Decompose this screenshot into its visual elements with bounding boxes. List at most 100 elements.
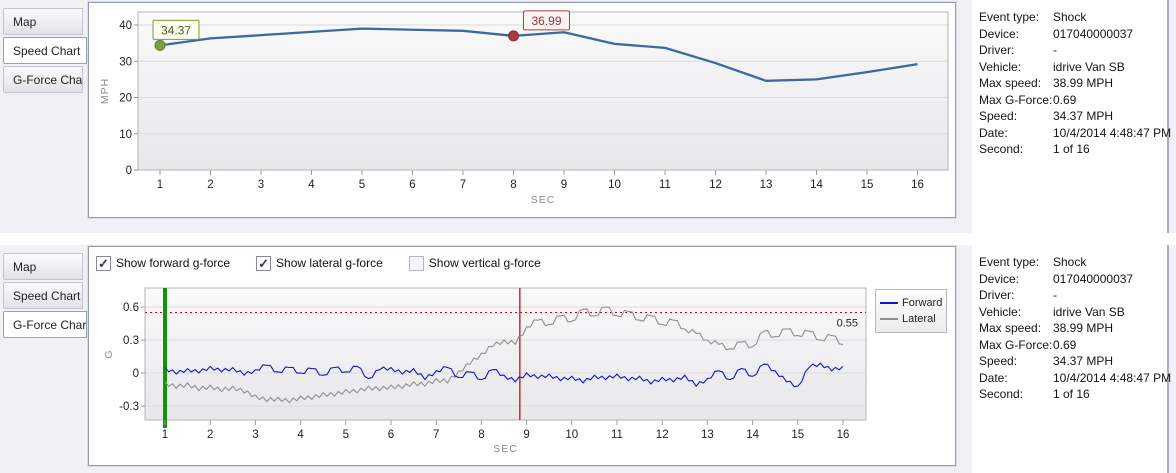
info-row: Vehicle: idrive Van SB bbox=[979, 304, 1167, 321]
info-row: Date: 10/4/2014 4:48:47 PM bbox=[979, 125, 1171, 142]
info-row: Device: 017040000037 bbox=[979, 26, 1167, 43]
gforce-chart-svg[interactable]: 0.551 2 3 4 5 6 7 8 9 10 11 12 13 14 15 16SEC-0.300.30.… bbox=[92, 276, 952, 458]
info-value: 10/4/2014 4:48:47 PM bbox=[1053, 125, 1172, 140]
svg-text:9: 9 bbox=[523, 429, 529, 441]
info-label: Date: bbox=[979, 125, 1008, 140]
lateral-gforce-line[interactable] bbox=[164, 306, 844, 404]
gforce-chart-panel: Map Speed Chart G-Force Chart ✓ Show for… bbox=[0, 245, 1176, 473]
svg-text:9: 9 bbox=[561, 179, 567, 191]
info-value: - bbox=[1053, 288, 1057, 302]
info-row: Speed: 34.37 MPH bbox=[979, 108, 1167, 125]
checkbox-label: Show lateral g-force bbox=[276, 256, 383, 270]
info-value: 38.99 MPH bbox=[1053, 76, 1114, 90]
show-lateral-gforce-checkbox[interactable]: ✓ Show lateral g-force bbox=[256, 255, 383, 271]
info-value: 34.37 MPH bbox=[1053, 354, 1114, 368]
info-label: Max G-Force: bbox=[979, 92, 1053, 107]
info-label: Event type: bbox=[979, 10, 1040, 24]
checkbox-icon[interactable]: ✓ bbox=[96, 255, 111, 271]
svg-text:1: 1 bbox=[162, 429, 168, 441]
info-row: Date: 10/4/2014 4:48:47 PM bbox=[979, 370, 1171, 387]
show-forward-gforce-checkbox[interactable]: ✓ Show forward g-force bbox=[96, 255, 231, 271]
info-label: Max G-Force: bbox=[979, 337, 1053, 352]
speed-line[interactable] bbox=[159, 27, 918, 82]
info-value: 017040000037 bbox=[1053, 271, 1134, 286]
info-value: idrive Van SB bbox=[1053, 59, 1125, 74]
info-value: 017040000037 bbox=[1053, 26, 1134, 41]
info-label: Date: bbox=[979, 370, 1008, 385]
tab-map[interactable]: Map bbox=[3, 8, 83, 35]
tab-column-bottom: Map Speed Chart G-Force Chart bbox=[0, 245, 87, 473]
checkbox-label: Show forward g-force bbox=[116, 256, 231, 270]
svg-text:G: G bbox=[103, 349, 115, 358]
svg-text:0.3: 0.3 bbox=[123, 335, 139, 347]
info-row: Vehicle: idrive Van SB bbox=[979, 59, 1167, 76]
info-value: 10/4/2014 4:48:47 PM bbox=[1053, 370, 1172, 385]
svg-text:5: 5 bbox=[359, 179, 365, 191]
info-label: Driver: bbox=[979, 288, 1015, 302]
info-value: Shock bbox=[1053, 10, 1087, 24]
svg-text:SEC: SEC bbox=[531, 194, 556, 206]
tab-speed-chart[interactable]: Speed Chart bbox=[3, 37, 87, 64]
svg-text:30: 30 bbox=[119, 56, 132, 68]
info-label: Second: bbox=[979, 142, 1024, 156]
checkbox-label: Show vertical g-force bbox=[428, 256, 541, 270]
info-value: Shock bbox=[1053, 255, 1087, 269]
svg-text:10: 10 bbox=[119, 129, 132, 141]
tab-map[interactable]: Map bbox=[3, 253, 83, 280]
svg-text:6: 6 bbox=[388, 429, 394, 441]
info-value: idrive Van SB bbox=[1053, 304, 1125, 319]
data-point-marker[interactable] bbox=[154, 39, 166, 51]
show-vertical-gforce-checkbox[interactable]: Show vertical g-force bbox=[408, 255, 541, 271]
svg-text:13: 13 bbox=[701, 429, 714, 441]
info-value: - bbox=[1053, 43, 1057, 57]
checkbox-icon[interactable] bbox=[408, 255, 424, 271]
info-row: Event type: Shock bbox=[979, 9, 1167, 26]
svg-text:6: 6 bbox=[409, 179, 415, 191]
svg-text:11: 11 bbox=[659, 179, 671, 191]
legend-line-swatch bbox=[880, 302, 898, 304]
data-point-marker[interactable] bbox=[508, 30, 519, 42]
svg-text:0: 0 bbox=[133, 368, 139, 380]
svg-text:13: 13 bbox=[760, 179, 773, 191]
tab-speed-chart[interactable]: Speed Chart bbox=[3, 282, 83, 309]
svg-text:SEC: SEC bbox=[493, 443, 518, 455]
svg-text:4: 4 bbox=[308, 179, 315, 191]
tab-gforce-chart[interactable]: G-Force Chart bbox=[3, 66, 83, 93]
tab-column-top: Map Speed Chart G-Force Chart bbox=[0, 0, 87, 233]
svg-text:10: 10 bbox=[608, 179, 621, 191]
svg-text:15: 15 bbox=[861, 179, 874, 191]
svg-text:2: 2 bbox=[207, 429, 213, 441]
value-callout-text: 34.37 bbox=[161, 23, 191, 37]
svg-text:7: 7 bbox=[460, 179, 466, 191]
forward-gforce-line[interactable] bbox=[164, 362, 844, 388]
svg-text:16: 16 bbox=[837, 429, 850, 441]
svg-text:15: 15 bbox=[791, 429, 804, 441]
info-row: Max speed: 38.99 MPH bbox=[979, 75, 1167, 92]
speed-chart-panel: Map Speed Chart G-Force Chart 0 10 20 30 40 1… bbox=[0, 0, 1176, 233]
info-row: Max G-Force: 0.69 bbox=[979, 337, 1167, 354]
info-label: Max speed: bbox=[979, 76, 1042, 90]
value-callout bbox=[152, 19, 200, 40]
info-label: Speed: bbox=[979, 354, 1018, 368]
svg-text:14: 14 bbox=[746, 429, 759, 441]
svg-text:11: 11 bbox=[611, 429, 623, 441]
info-row: Second: 1 of 16 bbox=[979, 141, 1167, 158]
value-callout bbox=[523, 10, 570, 31]
svg-text:8: 8 bbox=[478, 429, 484, 441]
gforce-legend: Forward Lateral bbox=[875, 289, 947, 333]
info-row: Driver: - bbox=[979, 42, 1167, 59]
checkbox-icon[interactable]: ✓ bbox=[256, 255, 272, 271]
info-value: 1 of 16 bbox=[1053, 387, 1090, 401]
checkbox-row: ✓ Show forward g-force ✓ Show lateral g-… bbox=[92, 250, 952, 276]
info-label: Speed: bbox=[979, 109, 1018, 123]
tab-gforce-chart[interactable]: G-Force Chart bbox=[3, 311, 87, 338]
event-info-card: Event type: Shock Device: 017040000037 Drive… bbox=[972, 245, 1171, 473]
event-info-card: Event type: Shock Device: 017040000037 Drive… bbox=[972, 0, 1171, 233]
svg-text:0: 0 bbox=[126, 165, 132, 177]
info-row: Speed: 34.37 MPH bbox=[979, 353, 1167, 370]
svg-text:14: 14 bbox=[810, 179, 823, 191]
info-label: Device: bbox=[979, 271, 1020, 286]
svg-text:MPH: MPH bbox=[99, 78, 111, 104]
info-label: Vehicle: bbox=[979, 304, 1022, 319]
